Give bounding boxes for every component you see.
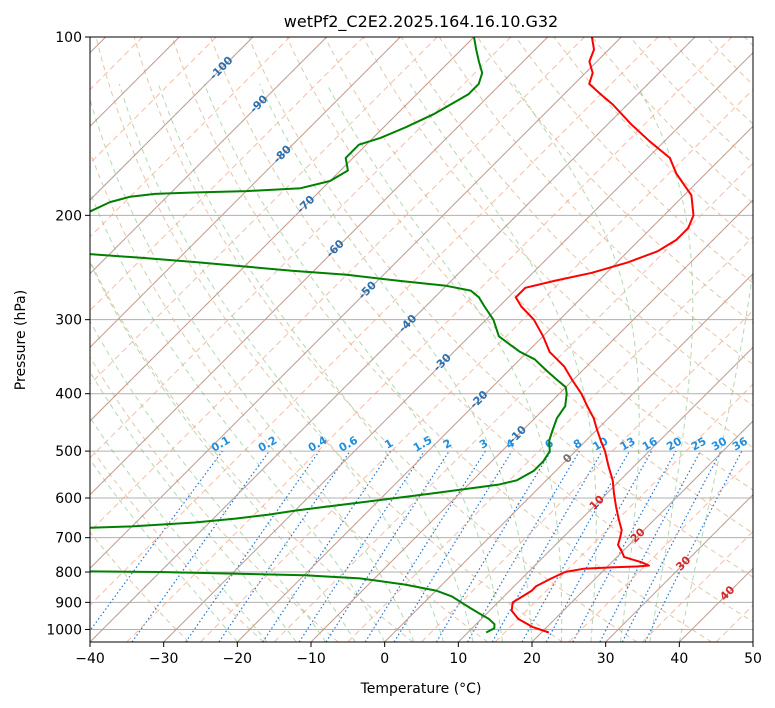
- mixing-ratio-line: [218, 450, 351, 642]
- x-tick-label: −20: [223, 651, 253, 667]
- mixing-ratio-line: [644, 450, 743, 642]
- y-tick-label: 300: [55, 313, 82, 329]
- isotherm-dashed: [421, 309, 753, 642]
- dewpoint-profile: [90, 37, 568, 634]
- y-tick-label: 400: [55, 387, 82, 403]
- isotherm-dashed: [200, 88, 753, 642]
- mixing-ratio-line: [298, 450, 425, 642]
- isotherm-dashed: [90, 37, 401, 349]
- y-tick-label: 200: [55, 208, 82, 224]
- isotherm-dashed: [90, 37, 549, 496]
- isotherm-dashed: [90, 37, 696, 642]
- isotherm-dashed: [90, 37, 291, 238]
- isotherm-dashed: [126, 37, 733, 642]
- isotherm-dashed: [90, 37, 364, 312]
- dry-adiabat: [90, 356, 339, 642]
- isotherm-dashed: [310, 199, 753, 642]
- isotherm-dashed: [90, 37, 217, 164]
- y-tick-label: 500: [55, 444, 82, 460]
- isotherm-dashed: [90, 37, 622, 570]
- moist-adiabat: [409, 83, 597, 642]
- mixing-ratio-lines: [90, 450, 743, 642]
- isotherm-dashed: [273, 162, 753, 642]
- mixing-ratio-line: [90, 450, 223, 632]
- isotherm-dashed: [236, 125, 753, 642]
- isotherm-dashed: [531, 420, 753, 642]
- isotherm-dashed: [494, 383, 753, 642]
- y-tick-label: 700: [55, 531, 82, 547]
- moist-adiabat: [326, 83, 563, 642]
- isotherm-dashed: [568, 457, 753, 642]
- isotherm-dashed: [90, 37, 659, 606]
- dry-adiabat: [400, 37, 753, 407]
- isotherm-dashed: [605, 493, 753, 642]
- moist-adiabat: [90, 320, 327, 642]
- isotherm-dashed: [90, 37, 328, 275]
- mixing-ratio-line: [521, 450, 631, 642]
- x-tick-label: −30: [149, 651, 179, 667]
- x-tick-label: 40: [670, 651, 688, 667]
- isotherm-dashed: [457, 346, 753, 642]
- isotherm-dashed: [90, 37, 475, 422]
- x-axis-title: Temperature (°C): [360, 681, 482, 697]
- y-axis-ticks: 100 200 300 400 500 600 700 800 900 1000: [46, 30, 90, 638]
- isotherm-dashed: [90, 37, 585, 533]
- temperature-profile: [510, 37, 695, 634]
- isotherm-dashed: [90, 37, 438, 385]
- mixing-ratio-line: [545, 450, 653, 642]
- y-axis-title: Pressure (hPa): [13, 290, 29, 390]
- dry-adiabat: [90, 445, 264, 642]
- x-axis-ticks: −40 −30 −20 −10 0 10 20 30 40 50: [75, 642, 762, 667]
- dry-adiabat: [210, 37, 753, 623]
- isotherm-dashed: [384, 272, 753, 642]
- x-tick-label: −40: [75, 651, 105, 667]
- dry-adiabat: [95, 37, 563, 642]
- y-tick-label: 600: [55, 491, 82, 507]
- x-tick-label: 10: [449, 651, 467, 667]
- moist-adiabat: [90, 261, 356, 642]
- moist-adiabat: [157, 83, 474, 642]
- plot-area: -100-90-80-70-60-50-40-30-20-10010203040…: [90, 37, 753, 642]
- isotherm-dashed: [347, 236, 753, 642]
- mixing-ratio-line: [572, 450, 677, 642]
- isotherm-dashed: [163, 51, 753, 642]
- mixing-ratio-line: [262, 450, 392, 642]
- x-tick-label: −10: [296, 651, 326, 667]
- moist-adiabat: [203, 83, 503, 642]
- x-tick-label: 50: [744, 651, 762, 667]
- y-tick-label: 900: [55, 595, 82, 611]
- moist-adiabat: [259, 83, 533, 642]
- dry-adiabat: [133, 37, 638, 642]
- y-tick-label: 1000: [46, 622, 82, 638]
- isotherm-dashed: [90, 37, 512, 459]
- isotherm-dashed: [90, 37, 254, 201]
- mixing-ratio-line: [131, 450, 270, 642]
- mixing-ratio-line: [185, 450, 320, 642]
- y-tick-label: 800: [55, 565, 82, 581]
- isotherm-dashed: [642, 530, 753, 642]
- mixing-ratio-line: [325, 450, 450, 642]
- x-tick-label: 30: [597, 651, 615, 667]
- moist-adiabat: [513, 83, 640, 642]
- x-tick-label: 20: [523, 651, 541, 667]
- moist-adiabats: [90, 83, 753, 642]
- moist-adiabat: [90, 97, 415, 642]
- x-tick-label: 0: [380, 651, 389, 667]
- chart-title: wetPf2_C2E2.2025.164.16.10.G32: [284, 12, 558, 32]
- isotherms: [90, 37, 753, 642]
- moist-adiabat: [678, 83, 753, 642]
- plot-frame: [89, 36, 754, 643]
- dry-adiabat: [515, 37, 753, 284]
- dry-adiabat: [90, 531, 190, 642]
- mixing-ratio-line: [393, 450, 513, 642]
- dry-adiabat: [90, 150, 488, 642]
- dry-adiabat: [438, 37, 753, 366]
- y-tick-label: 100: [55, 30, 82, 46]
- dry-adiabat: [171, 37, 712, 642]
- sounding-series: [90, 37, 695, 634]
